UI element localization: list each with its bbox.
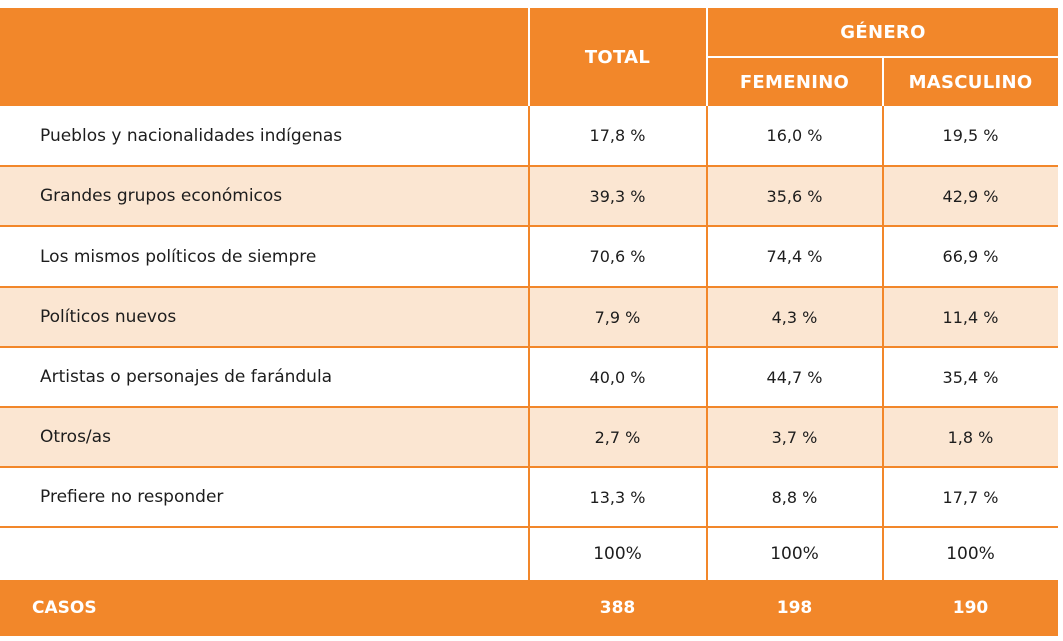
footer-total: 388 [599,598,636,618]
cell-total: 39,3 % [589,186,646,206]
cell-masculino: 66,9 % [942,247,999,266]
footer-masculino: 190 [952,598,989,618]
col-divider [882,348,884,406]
cell-masculino: 1,8 % [947,427,994,447]
totals-masculino: 100% [946,544,995,564]
table-row: Los mismos políticos de siempre 70,6 % 7… [0,227,1058,286]
col-divider [528,167,530,225]
row-divider [0,406,1058,408]
col-divider [706,227,708,286]
table-row: Grandes grupos económicos 39,3 % 35,6 % … [0,167,1058,225]
footer-femenino: 198 [776,598,813,618]
cell-femenino: 35,6 % [766,186,823,206]
cell-femenino: 16,0 % [766,126,823,145]
table-row: Otros/as 2,7 % 3,7 % 1,8 % [0,408,1058,466]
row-label: Los mismos políticos de siempre [40,246,317,267]
header-masculino: MASCULINO [908,71,1033,93]
row-label: Políticos nuevos [40,307,177,327]
col-divider [706,167,708,225]
col-divider [528,288,530,346]
cell-total: 40,0 % [589,367,646,387]
col-divider [882,468,884,526]
row-label: Grandes grupos económicos [40,186,283,206]
cell-total: 70,6 % [589,247,646,266]
row-label: Pueblos y nacionalidades indígenas [40,125,343,146]
row-divider [0,286,1058,288]
table-header: TOTAL GÉNERO FEMENINO MASCULINO [0,8,1058,106]
cell-femenino: 8,8 % [771,487,818,507]
row-divider [0,346,1058,348]
cell-masculino: 17,7 % [942,487,999,507]
col-divider [882,106,884,165]
cell-masculino: 35,4 % [942,367,999,387]
row-divider [0,165,1058,167]
header-femenino: FEMENINO [739,71,850,93]
table-row: Prefiere no responder 13,3 % 8,8 % 17,7 … [0,468,1058,526]
col-divider [528,528,530,580]
col-divider [706,408,708,466]
header-total: TOTAL [584,46,651,68]
col-divider [528,468,530,526]
cell-total: 2,7 % [594,427,641,447]
col-divider [882,408,884,466]
table-row: Políticos nuevos 7,9 % 4,3 % 11,4 % [0,288,1058,346]
table-row: Pueblos y nacionalidades indígenas 17,8 … [0,106,1058,165]
cell-femenino: 3,7 % [771,427,818,447]
table-row: Artistas o personajes de farándula 40,0 … [0,348,1058,406]
col-divider [882,288,884,346]
col-divider [706,106,708,165]
col-divider [882,528,884,580]
row-label: Otros/as [40,427,111,447]
footer-label: CASOS [32,598,97,618]
data-table: TOTAL GÉNERO FEMENINO MASCULINO Pueblos … [0,8,1058,636]
totals-femenino: 100% [770,544,819,564]
col-divider [882,227,884,286]
table-footer: CASOS 388 198 190 [0,580,1058,636]
col-divider [528,227,530,286]
cell-femenino: 44,7 % [766,367,823,387]
row-label: Prefiere no responder [40,487,224,507]
cell-femenino: 74,4 % [766,247,823,266]
cell-masculino: 42,9 % [942,186,999,206]
col-divider [528,408,530,466]
col-divider [706,528,708,580]
col-divider [706,468,708,526]
header-genero: GÉNERO [840,21,926,43]
col-divider [706,348,708,406]
cell-masculino: 19,5 % [942,126,999,145]
header-col-divider [706,8,708,106]
col-divider [528,106,530,165]
row-divider [0,466,1058,468]
header-divider [706,56,1058,58]
totals-total: 100% [593,544,642,564]
cell-masculino: 11,4 % [942,307,999,327]
row-label: Artistas o personajes de farándula [40,367,333,387]
header-col-divider [528,8,530,106]
col-divider [882,167,884,225]
header-col-divider [882,58,884,106]
cell-total: 17,8 % [589,126,646,145]
col-divider [528,348,530,406]
row-divider [0,225,1058,227]
col-divider [706,288,708,346]
cell-femenino: 4,3 % [771,307,818,327]
cell-total: 7,9 % [594,307,641,327]
row-divider [0,526,1058,528]
totals-row: 100% 100% 100% [0,528,1058,580]
cell-total: 13,3 % [589,487,646,507]
